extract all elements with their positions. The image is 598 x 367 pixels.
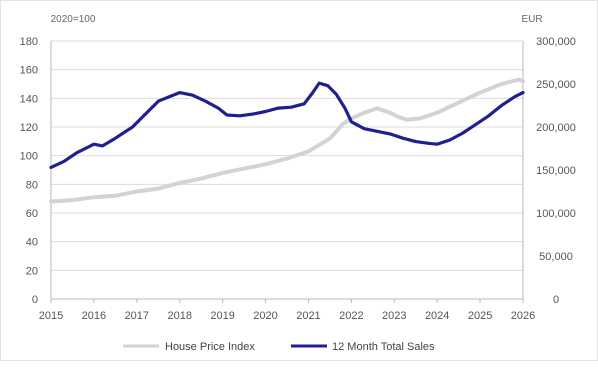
- right-tick-label: 300,000: [536, 36, 576, 48]
- x-tick-label: 2023: [382, 310, 406, 322]
- left-tick-label: 40: [26, 237, 38, 249]
- left-tick-label: 160: [20, 65, 38, 77]
- x-tick-label: 2020: [253, 310, 277, 322]
- x-tick-label: 2022: [339, 310, 363, 322]
- left-axis-unit: 2020=100: [51, 14, 96, 25]
- x-tick-label: 2026: [511, 310, 535, 322]
- x-tick-label: 2019: [210, 310, 234, 322]
- right-axis-unit: EUR: [521, 14, 542, 25]
- right-tick-label: 100,000: [536, 208, 576, 220]
- gridlines: [51, 40, 523, 271]
- x-tick-label: 2015: [39, 310, 63, 322]
- x-tick-label: 2016: [82, 310, 106, 322]
- left-tick-label: 0: [32, 294, 38, 306]
- left-tick-label: 60: [26, 208, 38, 220]
- axes: [50, 41, 524, 303]
- right-tick-label: 50,000: [539, 251, 573, 263]
- legend: House Price Index 12 Month Total Sales: [123, 341, 435, 353]
- legend-label-12-month-total-sales: 12 Month Total Sales: [332, 341, 435, 353]
- legend-label-house-price-index: House Price Index: [165, 341, 255, 353]
- right-tick-label: 200,000: [536, 122, 576, 134]
- series-lines: [49, 77, 525, 204]
- left-tick-label: 100: [20, 151, 38, 163]
- left-tick-label: 180: [20, 36, 38, 48]
- x-tick-label: 2024: [425, 310, 449, 322]
- right-tick-label: 250,000: [536, 79, 576, 91]
- left-tick-label: 20: [26, 265, 38, 277]
- x-tick-label: 2018: [167, 310, 191, 322]
- left-tick-label: 120: [20, 122, 38, 134]
- tick-labels: 0 20 40 60 80 100 120 140 160 180 0 50,000 100,000 15…: [20, 36, 576, 322]
- left-tick-label: 140: [20, 93, 38, 105]
- x-tick-label: 2021: [296, 310, 320, 322]
- series-line-house-price-index: [49, 77, 525, 204]
- series-line-12-month-total-sales: [49, 81, 525, 169]
- right-tick-label: 150,000: [536, 165, 576, 177]
- left-tick-label: 80: [26, 179, 38, 191]
- x-tick-label: 2017: [125, 310, 149, 322]
- right-tick-label: 0: [553, 294, 559, 306]
- x-tick-label: 2025: [468, 310, 492, 322]
